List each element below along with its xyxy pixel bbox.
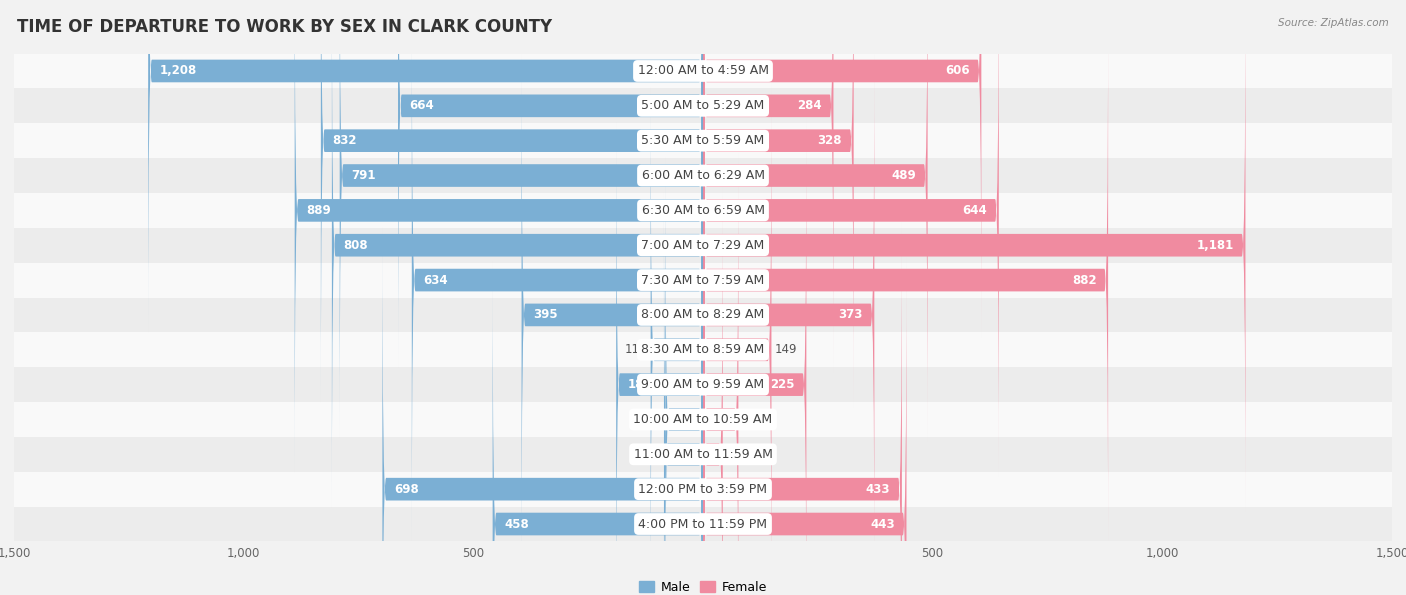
FancyBboxPatch shape [148, 0, 703, 339]
Text: 832: 832 [332, 134, 357, 147]
Text: 114: 114 [624, 343, 647, 356]
Text: TIME OF DEPARTURE TO WORK BY SEX IN CLARK COUNTY: TIME OF DEPARTURE TO WORK BY SEX IN CLAR… [17, 18, 553, 36]
FancyBboxPatch shape [522, 48, 703, 583]
Text: 433: 433 [866, 483, 890, 496]
Text: 634: 634 [423, 274, 449, 287]
FancyBboxPatch shape [412, 12, 703, 547]
FancyBboxPatch shape [703, 0, 853, 408]
Legend: Male, Female: Male, Female [634, 575, 772, 595]
Text: 8:00 AM to 8:29 AM: 8:00 AM to 8:29 AM [641, 308, 765, 321]
Text: 82: 82 [647, 413, 662, 426]
Text: 225: 225 [770, 378, 794, 391]
FancyBboxPatch shape [703, 0, 834, 373]
FancyBboxPatch shape [651, 82, 703, 595]
FancyBboxPatch shape [332, 0, 703, 513]
Text: 395: 395 [533, 308, 558, 321]
Bar [14, 298, 1392, 333]
Text: Source: ZipAtlas.com: Source: ZipAtlas.com [1278, 18, 1389, 28]
Text: 12:00 PM to 3:59 PM: 12:00 PM to 3:59 PM [638, 483, 768, 496]
Text: 328: 328 [818, 134, 842, 147]
Text: 1,208: 1,208 [160, 64, 197, 77]
Bar [14, 262, 1392, 298]
Bar [14, 123, 1392, 158]
FancyBboxPatch shape [703, 0, 981, 339]
Bar [14, 367, 1392, 402]
Text: 443: 443 [870, 518, 896, 531]
Text: 189: 189 [627, 378, 652, 391]
Text: 7:30 AM to 7:59 AM: 7:30 AM to 7:59 AM [641, 274, 765, 287]
FancyBboxPatch shape [703, 12, 1108, 547]
Text: 644: 644 [963, 204, 987, 217]
FancyBboxPatch shape [703, 256, 907, 595]
Text: 8:30 AM to 8:59 AM: 8:30 AM to 8:59 AM [641, 343, 765, 356]
FancyBboxPatch shape [703, 0, 998, 478]
FancyBboxPatch shape [703, 152, 738, 595]
FancyBboxPatch shape [616, 117, 703, 595]
FancyBboxPatch shape [703, 222, 901, 595]
Text: 664: 664 [409, 99, 434, 112]
Text: 489: 489 [891, 169, 917, 182]
Text: 4:00 PM to 11:59 PM: 4:00 PM to 11:59 PM [638, 518, 768, 531]
Bar [14, 472, 1392, 506]
Text: 373: 373 [838, 308, 863, 321]
Text: 808: 808 [343, 239, 368, 252]
Text: 882: 882 [1071, 274, 1097, 287]
Text: 7:00 AM to 7:29 AM: 7:00 AM to 7:29 AM [641, 239, 765, 252]
Text: 5:00 AM to 5:29 AM: 5:00 AM to 5:29 AM [641, 99, 765, 112]
Text: 6:00 AM to 6:29 AM: 6:00 AM to 6:29 AM [641, 169, 765, 182]
Text: 10:00 AM to 10:59 AM: 10:00 AM to 10:59 AM [634, 413, 772, 426]
Text: 1,181: 1,181 [1197, 239, 1234, 252]
FancyBboxPatch shape [398, 0, 703, 373]
Text: 85: 85 [645, 448, 661, 461]
Bar [14, 402, 1392, 437]
Text: 284: 284 [797, 99, 823, 112]
Bar [14, 193, 1392, 228]
Text: 889: 889 [307, 204, 330, 217]
FancyBboxPatch shape [340, 0, 703, 443]
Bar [14, 54, 1392, 89]
Text: 43: 43 [727, 448, 741, 461]
Text: 77: 77 [742, 413, 756, 426]
FancyBboxPatch shape [295, 0, 703, 478]
Text: 9:00 AM to 9:59 AM: 9:00 AM to 9:59 AM [641, 378, 765, 391]
Bar [14, 228, 1392, 262]
Bar [14, 333, 1392, 367]
Bar [14, 437, 1392, 472]
Text: 12:00 AM to 4:59 AM: 12:00 AM to 4:59 AM [637, 64, 769, 77]
FancyBboxPatch shape [665, 152, 703, 595]
Text: 698: 698 [394, 483, 419, 496]
FancyBboxPatch shape [703, 0, 1246, 513]
FancyBboxPatch shape [664, 187, 703, 595]
FancyBboxPatch shape [703, 117, 807, 595]
Text: 6:30 AM to 6:59 AM: 6:30 AM to 6:59 AM [641, 204, 765, 217]
FancyBboxPatch shape [321, 0, 703, 408]
Text: 149: 149 [775, 343, 797, 356]
FancyBboxPatch shape [492, 256, 703, 595]
Bar [14, 506, 1392, 541]
FancyBboxPatch shape [703, 82, 772, 595]
Text: 11:00 AM to 11:59 AM: 11:00 AM to 11:59 AM [634, 448, 772, 461]
Bar [14, 89, 1392, 123]
Bar [14, 158, 1392, 193]
Text: 606: 606 [945, 64, 970, 77]
Text: 458: 458 [505, 518, 529, 531]
FancyBboxPatch shape [703, 0, 928, 443]
Text: 5:30 AM to 5:59 AM: 5:30 AM to 5:59 AM [641, 134, 765, 147]
FancyBboxPatch shape [703, 187, 723, 595]
FancyBboxPatch shape [382, 222, 703, 595]
FancyBboxPatch shape [703, 48, 875, 583]
Text: 791: 791 [352, 169, 375, 182]
